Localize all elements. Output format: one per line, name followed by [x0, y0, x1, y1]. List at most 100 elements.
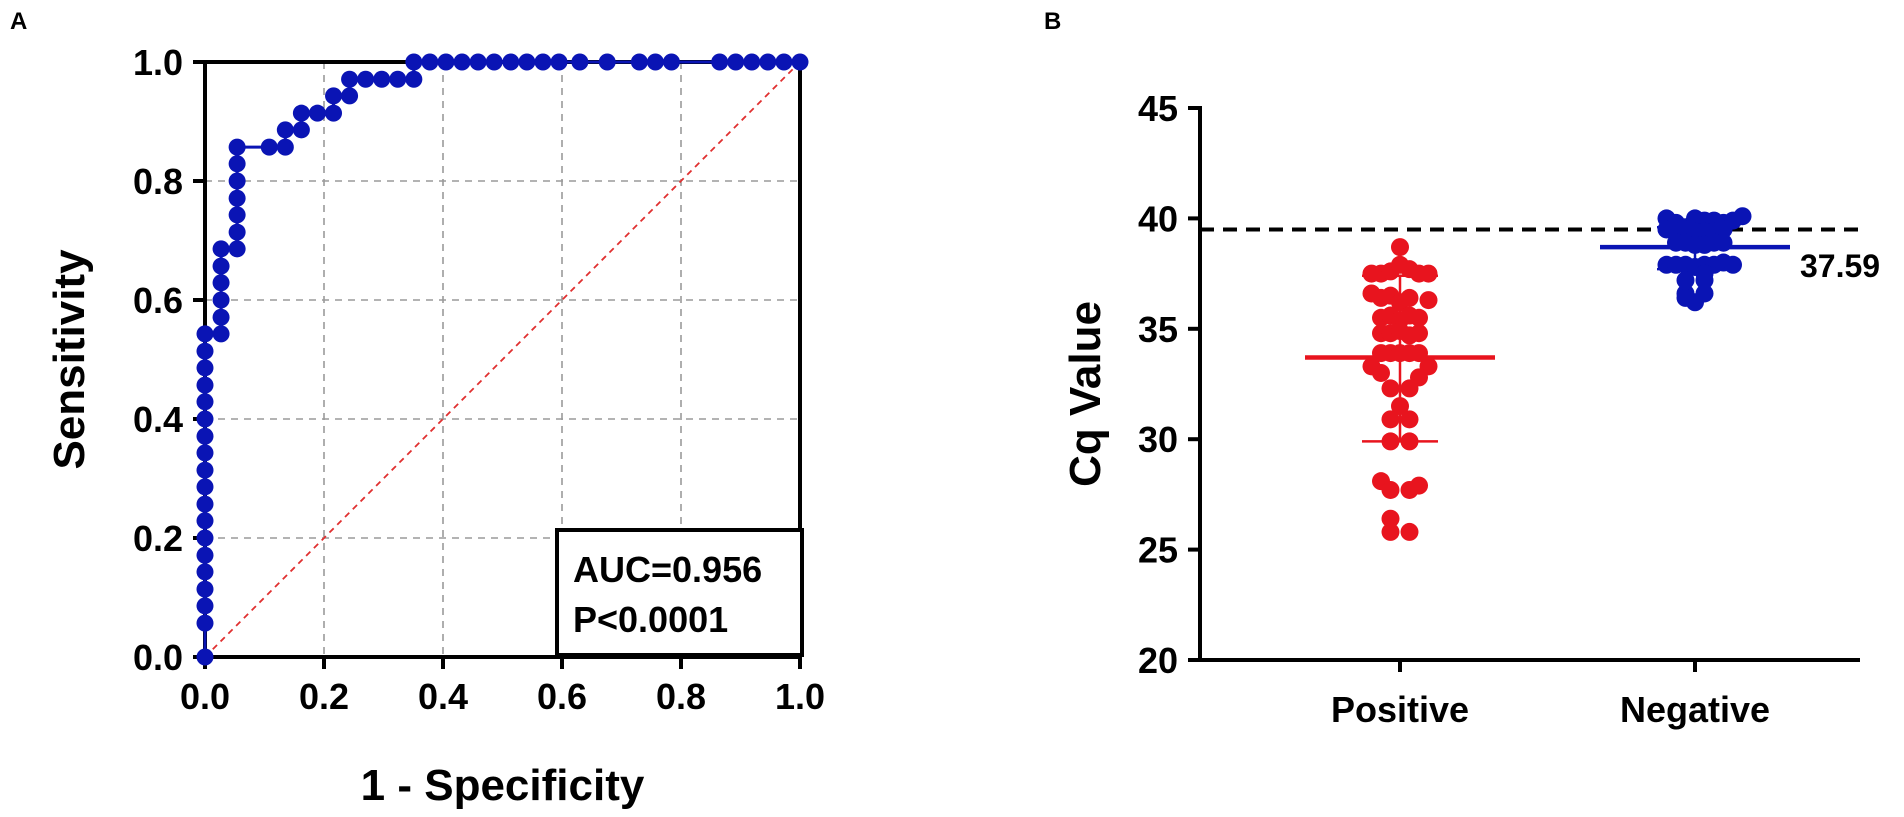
roc-point — [598, 53, 616, 71]
y-tick-label: 45 — [1138, 88, 1178, 129]
roc-point — [341, 87, 359, 105]
x-tick-label: 0.4 — [418, 676, 468, 717]
x-tick-label: 0.6 — [537, 676, 587, 717]
roc-point — [292, 104, 310, 122]
roc-point — [357, 70, 375, 88]
y-tick-label: 0.0 — [133, 637, 183, 678]
x-tick-label: 0.2 — [299, 676, 349, 717]
cq-point-negative — [1724, 255, 1742, 274]
cq-point-positive — [1381, 522, 1400, 541]
roc-point — [196, 546, 214, 564]
y-tick-label: 0.4 — [133, 399, 183, 440]
x-tick-label: 1.0 — [775, 676, 825, 717]
roc-point — [228, 223, 246, 241]
roc-point — [260, 138, 278, 156]
cq-point-positive — [1400, 288, 1419, 307]
y-tick-label: 30 — [1138, 419, 1178, 460]
y-axis-title: Sensitivity — [45, 249, 94, 470]
panel-a-label: A — [10, 8, 28, 35]
x-tick-label: 0.8 — [656, 676, 706, 717]
roc-point — [196, 342, 214, 360]
cq-point-positive — [1400, 410, 1419, 429]
cq-point-negative — [1695, 271, 1714, 290]
roc-point — [453, 53, 471, 71]
cq-point-negative — [1714, 220, 1733, 239]
roc-point — [276, 138, 294, 156]
roc-point — [212, 291, 230, 309]
roc-point — [276, 121, 294, 139]
roc-point — [373, 70, 391, 88]
roc-point — [727, 53, 745, 71]
roc-point — [308, 104, 326, 122]
roc-point — [196, 580, 214, 598]
roc-point — [196, 648, 214, 666]
roc-point — [196, 410, 214, 428]
roc-point — [228, 189, 246, 207]
cq-point-positive — [1410, 324, 1428, 343]
roc-point — [212, 274, 230, 292]
roc-point — [437, 53, 455, 71]
cq-point-positive — [1381, 480, 1400, 499]
roc-point — [196, 444, 214, 462]
roc-point — [325, 87, 343, 105]
roc-point — [341, 70, 359, 88]
roc-point — [502, 53, 520, 71]
roc-point — [212, 257, 230, 275]
cq-point-positive — [1400, 522, 1419, 541]
roc-point — [550, 53, 568, 71]
cq-point-positive — [1400, 379, 1419, 398]
cq-point-positive — [1391, 238, 1409, 257]
roc-point — [662, 53, 680, 71]
y-axis-title: Cq Value — [1061, 301, 1110, 487]
cq-plot-area: 20 25 30 35 40 45 Positive Negative Cq Value 37.5… — [1061, 88, 1880, 730]
roc-point — [743, 53, 761, 71]
category-label: Positive — [1331, 689, 1469, 730]
roc-point — [196, 393, 214, 411]
auc-text: AUC=0.956 — [573, 549, 762, 590]
roc-point — [196, 359, 214, 377]
roc-point — [389, 70, 407, 88]
roc-point — [212, 325, 230, 343]
cq-point-positive — [1372, 363, 1390, 382]
roc-point — [405, 70, 423, 88]
roc-point — [518, 53, 536, 71]
roc-point — [212, 308, 230, 326]
cq-point-positive — [1419, 264, 1438, 283]
roc-point — [534, 53, 552, 71]
roc-point — [228, 138, 246, 156]
roc-point — [405, 53, 423, 71]
roc-point — [571, 53, 589, 71]
y-tick-label: 35 — [1138, 309, 1178, 350]
reference-diagonal-line — [204, 61, 801, 658]
roc-point — [196, 325, 214, 343]
cq-point-positive — [1419, 291, 1438, 310]
y-tick-label: 0.2 — [133, 518, 183, 559]
cq-point-positive — [1400, 480, 1419, 499]
cq-point-positive — [1381, 379, 1400, 398]
cq-point-positive — [1381, 509, 1400, 528]
y-tick-label: 40 — [1138, 198, 1178, 239]
roc-point — [196, 478, 214, 496]
cq-point-negative — [1733, 207, 1752, 226]
roc-point — [196, 614, 214, 632]
roc-point — [759, 53, 777, 71]
roc-point — [228, 155, 246, 173]
y-tick-label: 25 — [1138, 530, 1178, 571]
roc-point — [485, 53, 503, 71]
roc-point — [775, 53, 793, 71]
roc-point — [196, 597, 214, 615]
roc-point — [196, 512, 214, 530]
y-tick-label: 0.6 — [133, 280, 183, 321]
cq-point-positive — [1381, 410, 1400, 429]
roc-point — [791, 53, 809, 71]
roc-point — [421, 53, 439, 71]
cq-point-positive — [1410, 308, 1428, 327]
category-label: Negative — [1620, 689, 1770, 730]
y-tick-label: 1.0 — [133, 42, 183, 83]
roc-point — [325, 104, 343, 122]
roc-point — [196, 427, 214, 445]
roc-point — [212, 240, 230, 258]
auc-annotation-box — [555, 528, 804, 657]
p-value-text: P<0.0001 — [573, 599, 728, 640]
roc-point — [228, 206, 246, 224]
